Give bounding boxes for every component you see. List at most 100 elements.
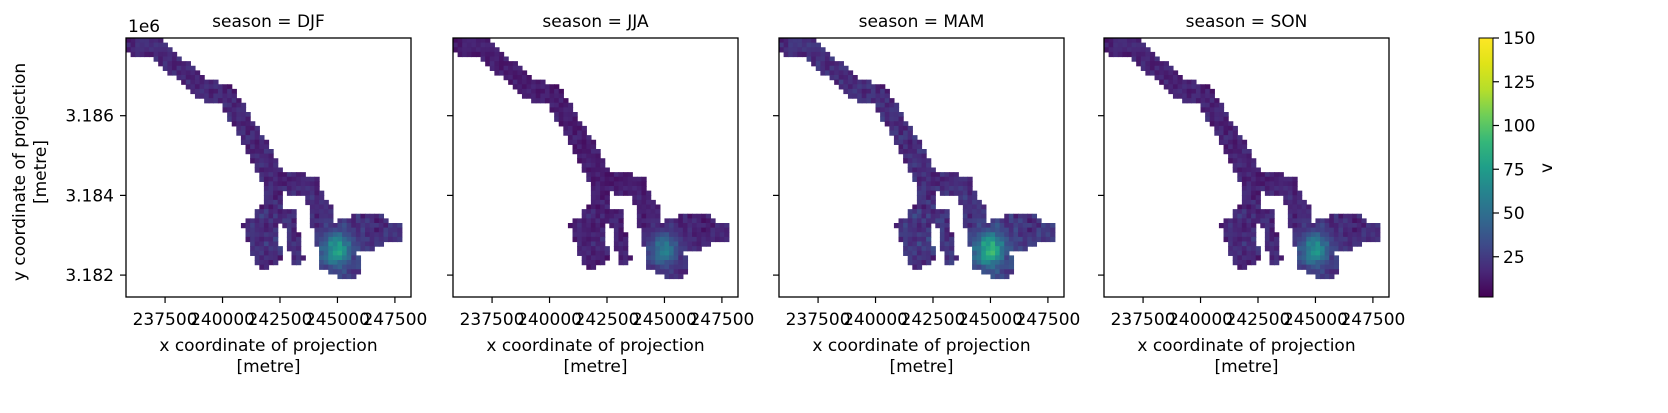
heatmap-cell bbox=[263, 213, 270, 219]
heatmap-cell bbox=[369, 232, 375, 238]
heatmap-cell bbox=[1018, 227, 1024, 233]
heatmap-cell bbox=[273, 241, 279, 247]
heatmap-cell bbox=[1117, 51, 1123, 58]
heatmap-cell bbox=[811, 61, 817, 67]
heatmap-cell bbox=[254, 260, 260, 266]
heatmap-cell bbox=[549, 107, 555, 113]
heatmap-cell bbox=[296, 176, 302, 182]
heatmap-cell bbox=[254, 149, 260, 155]
heatmap-cell bbox=[323, 260, 329, 266]
heatmap-cell bbox=[1113, 42, 1119, 48]
heatmap-cell bbox=[323, 250, 329, 256]
heatmap-cell bbox=[650, 213, 656, 219]
heatmap-cell bbox=[843, 65, 849, 71]
heatmap-cell bbox=[1182, 93, 1188, 99]
heatmap-cell bbox=[958, 186, 964, 192]
heatmap-cell bbox=[250, 232, 256, 238]
heatmap-cell bbox=[1205, 102, 1211, 108]
heatmap-cell bbox=[245, 223, 251, 229]
heatmap-cell bbox=[1310, 264, 1317, 270]
x-tick-label: 240000 bbox=[517, 310, 582, 330]
heatmap-cell bbox=[397, 236, 403, 243]
heatmap-cell bbox=[521, 84, 528, 90]
heatmap-cell bbox=[673, 269, 679, 275]
heatmap-cell bbox=[829, 70, 835, 76]
heatmap-cell bbox=[1218, 102, 1225, 108]
heatmap-cell bbox=[508, 75, 514, 81]
heatmap-cell bbox=[641, 186, 647, 192]
heatmap-cell bbox=[1140, 61, 1146, 67]
heatmap-cell bbox=[1246, 149, 1252, 155]
heatmap-cell bbox=[655, 209, 661, 215]
heatmap-cell bbox=[332, 269, 339, 275]
heatmap-cell bbox=[162, 51, 168, 58]
heatmap-cell bbox=[259, 172, 265, 178]
heatmap-cell bbox=[1241, 204, 1248, 210]
heatmap-cell bbox=[1172, 84, 1179, 90]
heatmap-cell bbox=[378, 232, 385, 238]
heatmap-cell bbox=[595, 199, 601, 206]
heatmap-cell bbox=[572, 144, 578, 150]
heatmap-cell bbox=[153, 51, 159, 58]
heatmap-cell bbox=[577, 223, 583, 229]
heatmap-cell bbox=[1333, 223, 1340, 229]
heatmap-cell bbox=[903, 130, 909, 136]
heatmap-cell bbox=[1214, 116, 1220, 122]
heatmap-cell bbox=[1246, 246, 1252, 252]
heatmap-cell bbox=[811, 51, 817, 58]
heatmap-cell bbox=[618, 181, 624, 187]
heatmap-cell bbox=[1246, 213, 1252, 219]
heatmap-cell bbox=[1027, 218, 1033, 224]
heatmap-cell bbox=[687, 232, 693, 238]
heatmap-cell bbox=[861, 84, 867, 90]
heatmap-cell bbox=[981, 223, 987, 229]
heatmap-cell bbox=[1018, 218, 1024, 224]
heatmap-cell bbox=[282, 181, 288, 187]
heatmap-cell bbox=[600, 236, 606, 243]
heatmap-cell bbox=[907, 260, 913, 266]
heatmap-cell bbox=[838, 65, 844, 71]
heatmap-cell bbox=[480, 56, 486, 62]
heatmap-cell bbox=[664, 246, 670, 252]
heatmap-cell bbox=[669, 264, 675, 270]
heatmap-cell bbox=[981, 204, 987, 210]
heatmap-cell bbox=[351, 250, 357, 256]
heatmap-cell bbox=[581, 162, 587, 169]
heatmap-cell bbox=[1315, 255, 1321, 261]
heatmap-cell bbox=[912, 232, 918, 238]
heatmap-cell bbox=[1315, 269, 1321, 275]
heatmap-cell bbox=[1237, 204, 1243, 210]
heatmap-cell bbox=[999, 218, 1005, 224]
heatmap-cell bbox=[342, 250, 348, 256]
heatmap-cell bbox=[268, 223, 274, 229]
heatmap-cell bbox=[1004, 246, 1010, 252]
heatmap-cell bbox=[586, 153, 592, 159]
heatmap-cell bbox=[227, 98, 233, 104]
heatmap-cell bbox=[194, 84, 201, 90]
heatmap-cell bbox=[1136, 56, 1142, 62]
heatmap-cell bbox=[1347, 227, 1353, 233]
heatmap-cell bbox=[171, 70, 178, 76]
heatmap-cell bbox=[990, 223, 996, 229]
heatmap-cell bbox=[898, 149, 904, 155]
heatmap-cell bbox=[1191, 88, 1197, 95]
heatmap-cell bbox=[567, 130, 574, 136]
heatmap-cell bbox=[286, 190, 293, 196]
heatmap-cell bbox=[1352, 218, 1358, 224]
heatmap-cell bbox=[893, 112, 900, 118]
heatmap-cell bbox=[1315, 260, 1321, 266]
heatmap-cell bbox=[1324, 250, 1330, 256]
heatmap-cell bbox=[268, 199, 274, 206]
heatmap-cell bbox=[360, 241, 366, 247]
heatmap-cell bbox=[650, 218, 656, 224]
facet-panel-0: season = DJF2375002400002425002450002475… bbox=[65, 12, 427, 377]
heatmap-cell bbox=[1241, 139, 1248, 145]
heatmap-cell bbox=[636, 223, 643, 229]
heatmap-cell bbox=[889, 130, 895, 136]
heatmap-cell bbox=[1329, 273, 1335, 280]
heatmap-cell bbox=[1292, 232, 1298, 238]
heatmap-cell bbox=[337, 227, 343, 233]
heatmap-cell bbox=[360, 246, 366, 252]
heatmap-cell bbox=[1310, 255, 1317, 261]
heatmap-cell bbox=[1320, 218, 1326, 224]
